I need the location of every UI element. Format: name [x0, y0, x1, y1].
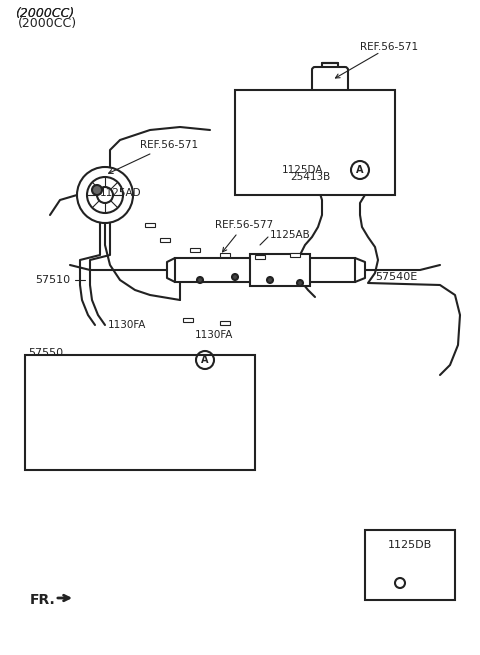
Bar — [25, 355, 255, 470]
FancyBboxPatch shape — [312, 67, 348, 103]
Bar — [235, 90, 395, 195]
Text: 57540E: 57540E — [375, 272, 417, 282]
Polygon shape — [160, 238, 170, 242]
Text: 1125DB: 1125DB — [388, 540, 432, 550]
Text: 1125AD: 1125AD — [100, 188, 142, 198]
Circle shape — [197, 277, 203, 283]
Text: 1125DA: 1125DA — [282, 165, 324, 175]
Polygon shape — [190, 248, 200, 252]
Circle shape — [232, 274, 238, 280]
Text: (2000CC): (2000CC) — [18, 17, 77, 30]
Text: 57550: 57550 — [28, 348, 63, 358]
Polygon shape — [255, 255, 265, 259]
Text: REF.56-571: REF.56-571 — [336, 42, 418, 78]
Text: (2000CC): (2000CC) — [15, 7, 74, 20]
Circle shape — [92, 185, 102, 195]
Circle shape — [297, 280, 303, 286]
Text: (2000CC): (2000CC) — [15, 7, 74, 20]
Bar — [175, 258, 355, 282]
Text: REF.56-577: REF.56-577 — [215, 220, 273, 252]
Text: FR.: FR. — [30, 593, 56, 607]
Bar — [250, 254, 310, 286]
Text: 1125AB: 1125AB — [270, 230, 311, 240]
Text: 1130FA: 1130FA — [108, 320, 146, 330]
Text: 1130FA: 1130FA — [195, 330, 233, 340]
Polygon shape — [220, 253, 230, 257]
Polygon shape — [290, 253, 300, 257]
Polygon shape — [145, 223, 155, 227]
Text: 25413B: 25413B — [290, 172, 330, 182]
Polygon shape — [220, 321, 230, 325]
Text: REF.56-571: REF.56-571 — [108, 140, 198, 174]
Text: 57510: 57510 — [35, 275, 70, 285]
Text: A: A — [201, 355, 209, 365]
Polygon shape — [183, 318, 193, 322]
Text: A: A — [356, 165, 364, 175]
Bar — [365, 530, 455, 600]
Circle shape — [267, 277, 273, 283]
